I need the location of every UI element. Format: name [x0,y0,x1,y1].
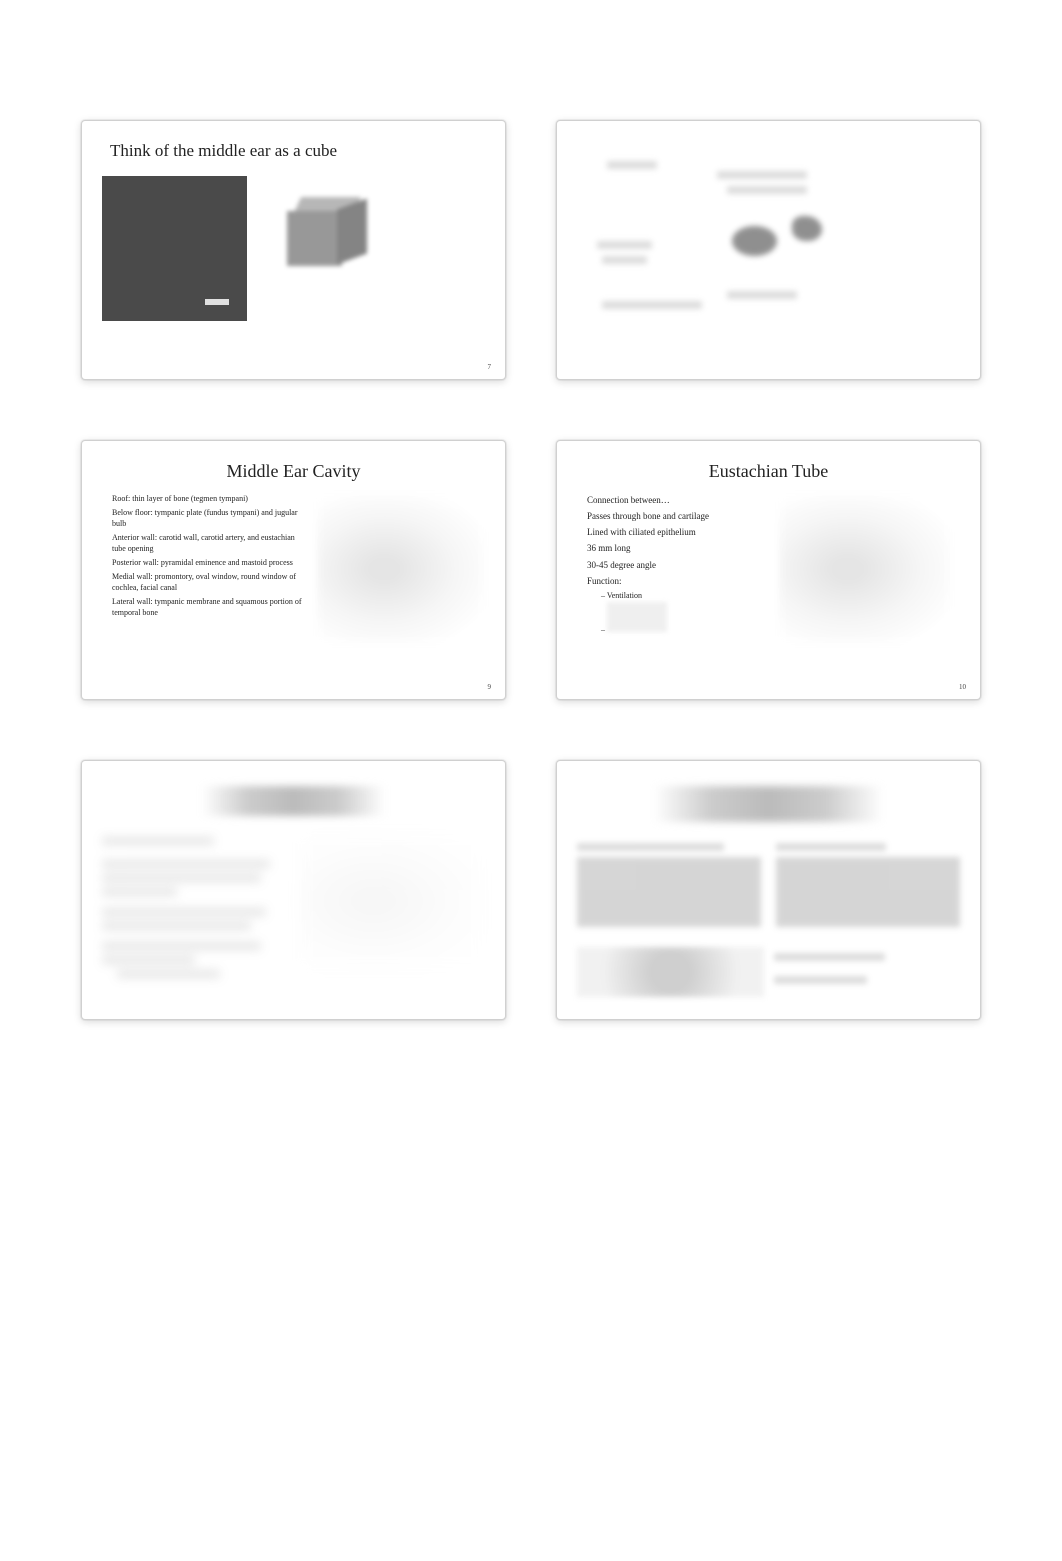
slide-handout-grid: Think of the middle ear as a cube 7 [81,120,981,1020]
slide-7: Think of the middle ear as a cube 7 [81,120,506,380]
slide-body: Roof: thin layer of bone (tegmen tympani… [102,494,485,644]
slide-number: 10 [959,683,966,691]
slide-body-blurred [102,831,485,991]
bullet-item: Anterior wall: carotid wall, carotid art… [112,533,307,554]
image-label [205,299,229,305]
bullet-list: Roof: thin layer of bone (tegmen tympani… [102,494,307,644]
bullet-item: Passes through bone and cartilage [587,510,769,522]
slide-title: Think of the middle ear as a cube [110,141,485,161]
slide-12 [556,760,981,1020]
anatomy-figure [317,494,485,644]
dark-square-image [102,176,247,321]
bullet-item: Below floor: tympanic plate (fundus tymp… [112,508,307,529]
slide-body: Connection between… Passes through bone … [577,494,960,644]
slide-title-blurred [179,786,409,816]
bullet-item: Function: [587,575,769,587]
bullet-item: Roof: thin layer of bone (tegmen tympani… [112,494,307,504]
bullet-sub-item: Ventilation [587,591,769,602]
cube-diagram [272,186,392,306]
bullet-item: Lateral wall: tympanic membrane and squa… [112,597,307,618]
slide-9: Middle Ear Cavity Roof: thin layer of bo… [81,440,506,700]
slide-content [102,176,485,321]
slide-title: Middle Ear Cavity [102,461,485,482]
slide-8 [556,120,981,380]
bullet-item: 30-45 degree angle [587,559,769,571]
bullet-list: Connection between… Passes through bone … [577,494,769,644]
bullet-item: 36 mm long [587,542,769,554]
slide-number: 7 [488,363,492,371]
bullet-sub-item [587,602,769,636]
bullet-item: Medial wall: promontory, oval window, ro… [112,572,307,593]
slide-11 [81,760,506,1020]
slide-10: Eustachian Tube Connection between… Pass… [556,440,981,700]
slide-title-blurred [625,786,912,822]
bullet-item: Lined with ciliated epithelium [587,526,769,538]
anatomy-diagram-blurred [577,141,960,331]
slide-title: Eustachian Tube [577,461,960,482]
slide-body-blurred [577,837,960,997]
bullet-item: Posterior wall: pyramidal eminence and m… [112,558,307,568]
bullet-item: Connection between… [587,494,769,506]
slide-number: 9 [488,683,492,691]
anatomy-figure [779,494,951,644]
